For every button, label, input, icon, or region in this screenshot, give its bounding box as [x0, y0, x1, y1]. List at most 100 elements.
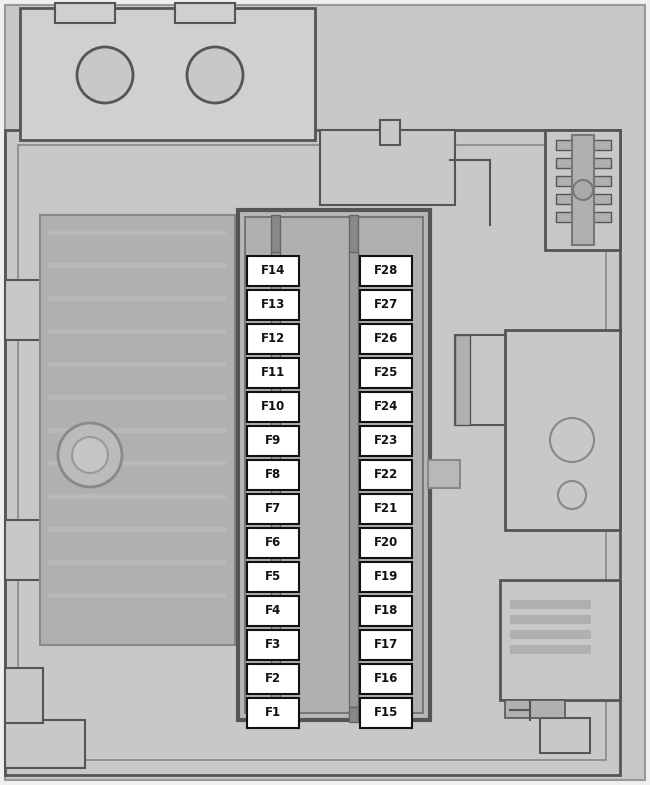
Bar: [556, 194, 611, 204]
Text: F11: F11: [261, 367, 285, 379]
Bar: [360, 664, 412, 694]
Circle shape: [573, 180, 593, 200]
Bar: [271, 707, 280, 722]
Bar: [55, 3, 115, 23]
Bar: [360, 596, 412, 626]
Text: F12: F12: [261, 333, 285, 345]
Bar: [349, 707, 358, 722]
Bar: [20, 8, 315, 140]
Bar: [247, 324, 299, 354]
Bar: [271, 215, 280, 253]
Bar: [556, 158, 611, 168]
Bar: [247, 562, 299, 592]
Bar: [545, 130, 620, 250]
Bar: [247, 256, 299, 286]
Text: F19: F19: [374, 571, 398, 583]
Bar: [247, 358, 299, 388]
Text: F14: F14: [261, 265, 285, 278]
Bar: [271, 252, 280, 707]
Bar: [48, 593, 226, 598]
Bar: [5, 668, 43, 723]
Bar: [5, 520, 43, 580]
Bar: [510, 600, 590, 608]
Bar: [48, 461, 226, 466]
Bar: [247, 698, 299, 728]
Bar: [48, 362, 226, 367]
Text: F22: F22: [374, 469, 398, 481]
Circle shape: [550, 418, 594, 462]
Bar: [175, 3, 235, 23]
Circle shape: [72, 437, 108, 473]
Bar: [5, 720, 85, 768]
Text: F18: F18: [374, 604, 398, 618]
Text: F24: F24: [374, 400, 398, 414]
Bar: [360, 630, 412, 660]
Bar: [5, 280, 43, 340]
Bar: [572, 135, 594, 245]
Bar: [247, 290, 299, 320]
Bar: [360, 528, 412, 558]
Bar: [5, 130, 620, 775]
Text: F16: F16: [374, 673, 398, 685]
Bar: [18, 145, 606, 760]
Bar: [556, 140, 611, 150]
Text: F9: F9: [265, 435, 281, 447]
Bar: [360, 324, 412, 354]
Bar: [556, 176, 611, 186]
Text: F28: F28: [374, 265, 398, 278]
Text: F6: F6: [265, 536, 281, 550]
Bar: [247, 426, 299, 456]
Bar: [48, 527, 226, 532]
Bar: [48, 329, 226, 334]
Text: F13: F13: [261, 298, 285, 312]
Circle shape: [187, 47, 243, 103]
Bar: [380, 120, 400, 145]
Bar: [455, 335, 470, 425]
Text: F4: F4: [265, 604, 281, 618]
Bar: [360, 392, 412, 422]
Bar: [428, 460, 460, 488]
Text: F3: F3: [265, 638, 281, 652]
Text: F15: F15: [374, 706, 398, 720]
Text: F1: F1: [265, 706, 281, 720]
Bar: [48, 494, 226, 499]
Bar: [320, 130, 455, 205]
Bar: [247, 596, 299, 626]
Bar: [247, 494, 299, 524]
Bar: [247, 664, 299, 694]
Circle shape: [58, 423, 122, 487]
Text: F10: F10: [261, 400, 285, 414]
Text: F23: F23: [374, 435, 398, 447]
Bar: [500, 580, 620, 700]
Bar: [48, 395, 226, 400]
Text: F8: F8: [265, 469, 281, 481]
Bar: [247, 528, 299, 558]
Bar: [48, 263, 226, 268]
Bar: [48, 296, 226, 301]
Text: F17: F17: [374, 638, 398, 652]
Text: F21: F21: [374, 502, 398, 516]
Bar: [349, 252, 358, 707]
Bar: [505, 700, 565, 718]
Circle shape: [558, 481, 586, 509]
Bar: [510, 615, 590, 623]
Bar: [247, 392, 299, 422]
Bar: [360, 256, 412, 286]
Bar: [505, 330, 620, 530]
Bar: [510, 630, 590, 638]
Bar: [247, 630, 299, 660]
Bar: [40, 215, 235, 645]
Text: F2: F2: [265, 673, 281, 685]
Bar: [247, 460, 299, 490]
Bar: [360, 494, 412, 524]
Bar: [360, 460, 412, 490]
Bar: [556, 212, 611, 222]
Bar: [48, 230, 226, 235]
Bar: [349, 215, 358, 253]
Text: F27: F27: [374, 298, 398, 312]
Bar: [360, 426, 412, 456]
Text: F26: F26: [374, 333, 398, 345]
Bar: [48, 428, 226, 433]
Bar: [245, 217, 423, 713]
Bar: [455, 335, 510, 425]
